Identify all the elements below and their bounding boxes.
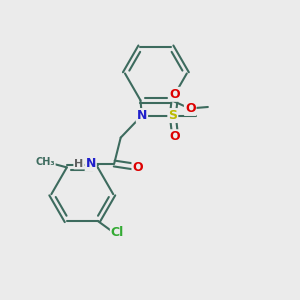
Text: CH₃: CH₃ [35, 157, 55, 167]
Text: O: O [133, 160, 143, 174]
Text: H: H [74, 158, 83, 169]
Text: Cl: Cl [111, 226, 124, 239]
Text: S: S [168, 109, 177, 122]
Text: O: O [170, 88, 181, 101]
Text: O: O [185, 102, 196, 115]
Text: O: O [170, 130, 181, 143]
Text: N: N [85, 157, 96, 170]
Text: N: N [137, 109, 147, 122]
